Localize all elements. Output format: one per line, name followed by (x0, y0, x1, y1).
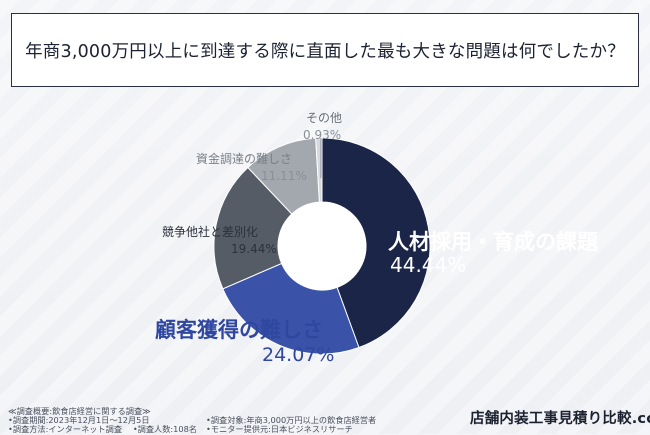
slice-label-funding: 資金調達の難しさ (196, 151, 292, 166)
slice-label-other: その他 (306, 111, 342, 125)
survey-target: •調査対象:年商3,000万円以上の飲食店経営者 (206, 415, 377, 425)
donut-hole (278, 202, 366, 290)
question-text: 年商3,000万円以上に到達する際に直面した最も大きな問題は何でしたか？ (25, 41, 625, 62)
question-box: 年商3,000万円以上に到達する際に直面した最も大きな問題は何でしたか？ (11, 13, 639, 87)
slice-value-hr: 44.44% (390, 253, 466, 277)
survey-method: •調査方法:インターネット調査 •調査人数:108名 (8, 424, 197, 434)
slice-value-competition: 19.44% (231, 242, 277, 256)
survey-title: ≪調査概要:飲食店経営に関する調査≫ (8, 406, 151, 416)
brand-logo-text: 店舗内装工事見積り比較.com (470, 411, 650, 427)
survey-period: •調査期間:2023年12月1日〜12月5日 (8, 415, 150, 425)
slice-value-customers: 24.07% (262, 344, 334, 366)
chart-slices (213, 137, 431, 355)
slice-label-customers: 顧客獲得の難しさ (155, 318, 323, 342)
slice-value-funding: 11.11% (261, 169, 307, 183)
survey-provider: •モニター提供元:日本ビジネスリサーチ (206, 424, 353, 434)
slice-label-competition: 競争他社と差別化 (162, 224, 258, 239)
slice-label-hr: 人材採用・育成の課題 (388, 230, 599, 254)
slice-value-other: 0.93% (303, 128, 341, 142)
